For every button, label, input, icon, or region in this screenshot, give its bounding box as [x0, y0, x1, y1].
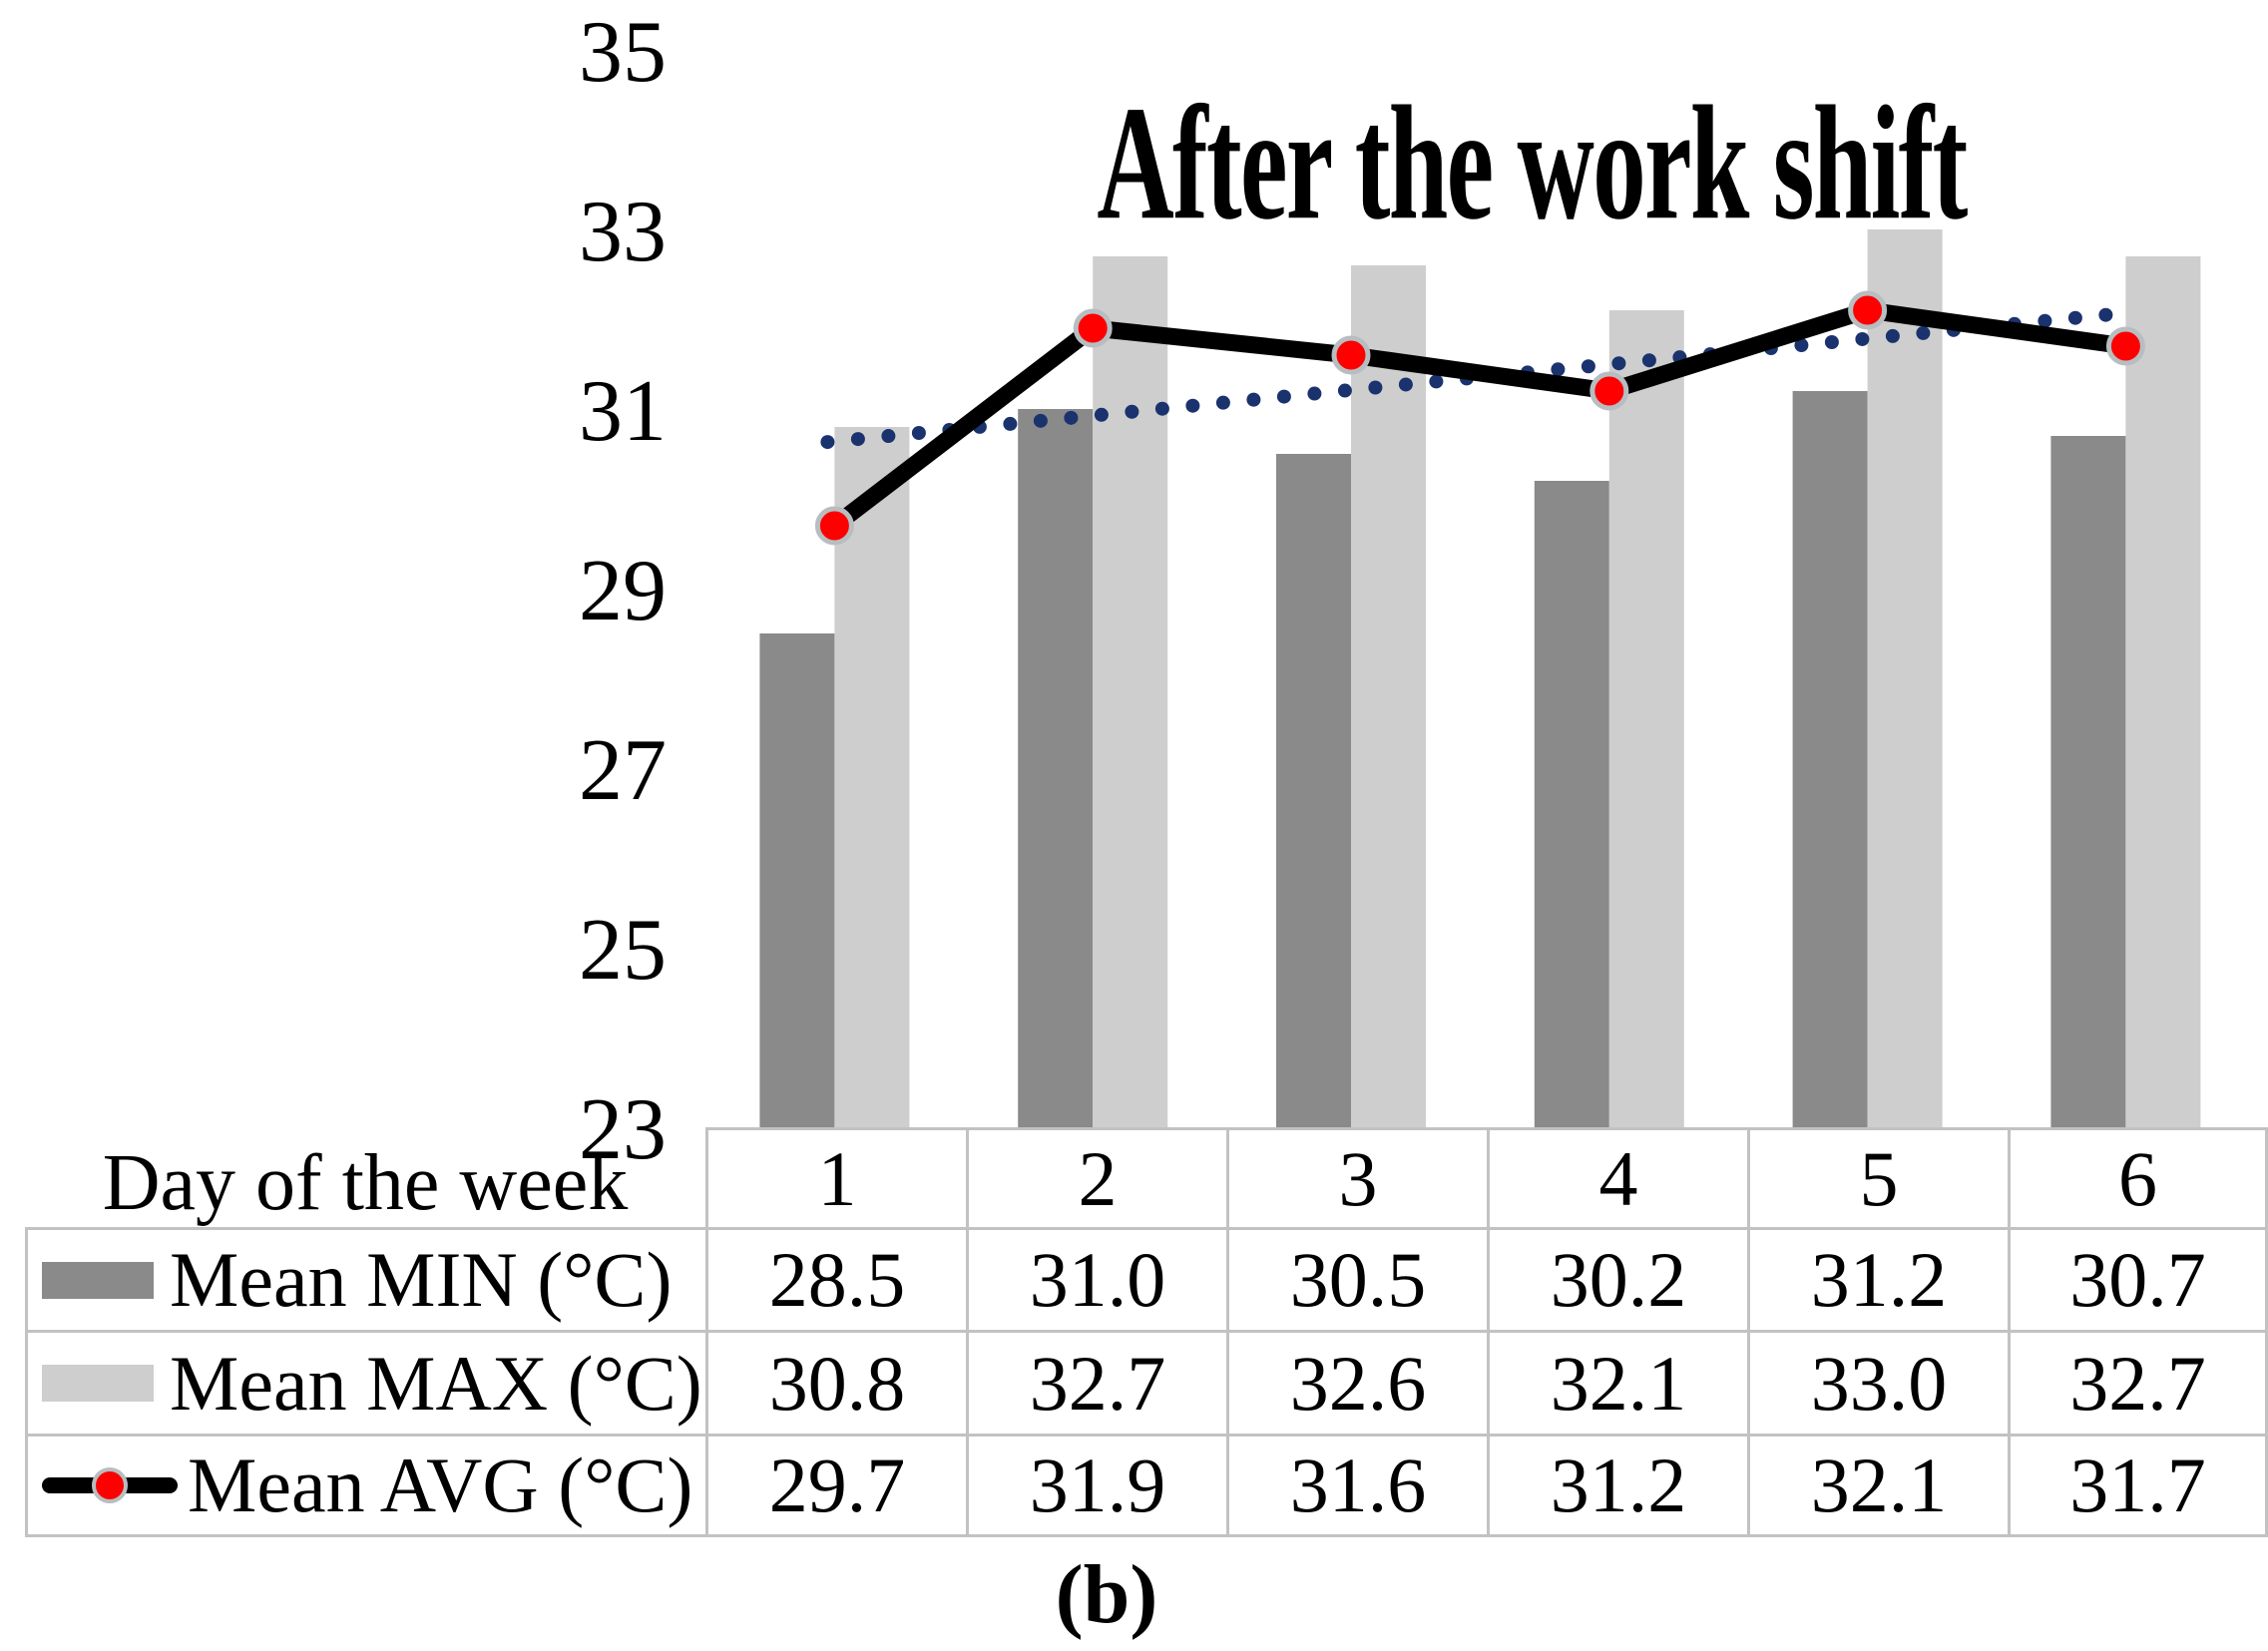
- trendline-dot: [2098, 307, 2113, 322]
- trendline-dot: [1429, 374, 1444, 389]
- legend-label-min: Mean MIN (°C): [170, 1236, 673, 1323]
- table-value-avg: 29.7: [705, 1434, 966, 1537]
- min-bar-swatch-icon: [42, 1261, 154, 1299]
- y-axis-tick-label: 23: [579, 1081, 667, 1178]
- table-value-min: 28.5: [705, 1227, 966, 1330]
- y-axis-tick-label: 33: [579, 184, 667, 280]
- chart-title: After the work shift: [1097, 73, 1968, 254]
- trendline-dot: [1125, 404, 1139, 419]
- trendline-dot: [1033, 413, 1048, 428]
- trendline-dot: [1885, 328, 1900, 343]
- table-value-max: 32.1: [1487, 1330, 1747, 1434]
- trendline-dot: [881, 429, 896, 444]
- bar-mean-min: [1018, 409, 1094, 1127]
- avg-marker: [1589, 371, 1629, 411]
- bar-mean-max: [2125, 256, 2201, 1127]
- bar-mean-max: [1351, 265, 1426, 1127]
- table-value-min: 30.2: [1487, 1227, 1747, 1330]
- bar-mean-max: [1608, 310, 1684, 1127]
- bar-mean-min: [1276, 454, 1351, 1127]
- avg-marker: [814, 506, 854, 546]
- trendline-dot: [1215, 395, 1230, 410]
- trendline-dot: [1398, 377, 1413, 392]
- bar-mean-max: [1867, 229, 1943, 1127]
- day-column-header: 4: [1487, 1127, 1747, 1227]
- data-table: Day of the week 1 2 3 4 5 6 Mean MIN (°C…: [25, 1127, 2268, 1537]
- trendline-dot: [1824, 334, 1839, 349]
- table-value-max: 33.0: [1747, 1330, 2008, 1434]
- trendline-dot: [1794, 338, 1809, 353]
- trendline-dot: [1246, 392, 1261, 407]
- y-axis-tick-label: 29: [579, 543, 667, 639]
- y-axis-tick-label: 25: [579, 902, 667, 999]
- legend-row-max: Mean MAX (°C): [25, 1330, 705, 1434]
- avg-marker: [1331, 335, 1371, 375]
- trendline-dot: [820, 435, 835, 450]
- y-axis-tick-label: 31: [579, 363, 667, 460]
- table-value-min: 30.7: [2008, 1227, 2268, 1330]
- trendline-dot: [1551, 362, 1566, 377]
- x-axis-label-text: Day of the week: [102, 1139, 629, 1227]
- table-value-max: 32.7: [2008, 1330, 2268, 1434]
- table-value-max: 32.6: [1226, 1330, 1487, 1434]
- trendline-dot: [1855, 331, 1870, 346]
- table-value-avg: 32.1: [1747, 1434, 2008, 1537]
- avg-marker: [1848, 290, 1888, 330]
- legend-label-avg: Mean AVG (°C): [188, 1442, 693, 1528]
- trendline-dot: [1307, 386, 1322, 401]
- legend-row-avg: Mean AVG (°C): [25, 1434, 705, 1537]
- avg-marker-glyph: [92, 1467, 128, 1503]
- trendline-dot: [1154, 401, 1169, 416]
- legend-row-min: Mean MIN (°C): [25, 1227, 705, 1330]
- legend-label-max: Mean MAX (°C): [170, 1339, 702, 1427]
- day-column-header: 3: [1226, 1127, 1487, 1227]
- trendline-dot: [1641, 353, 1656, 368]
- bar-mean-max: [1093, 256, 1168, 1127]
- avg-marker: [2105, 326, 2145, 366]
- bar-mean-min: [1792, 391, 1868, 1127]
- day-column-header: 2: [966, 1127, 1226, 1227]
- trendline-dot: [2067, 310, 2082, 325]
- panel-caption: (b): [1055, 1548, 1158, 1641]
- trendline-dot: [1611, 356, 1626, 371]
- avg-line-series: [829, 301, 2127, 533]
- trendline-dot: [1094, 407, 1109, 422]
- trendline-dot: [850, 432, 865, 447]
- trendline-dot: [1064, 410, 1079, 425]
- y-axis-tick-label: 35: [579, 4, 667, 101]
- bar-mean-min: [759, 633, 835, 1127]
- trendline-dot: [1916, 325, 1931, 340]
- trendline-dot: [2038, 313, 2052, 328]
- table-value-avg: 31.7: [2008, 1434, 2268, 1537]
- trendline-dot: [1276, 389, 1291, 404]
- day-column-header: 5: [1747, 1127, 2008, 1227]
- avg-line-swatch-icon: [42, 1465, 178, 1505]
- bar-mean-max: [834, 427, 910, 1127]
- y-axis-tick-label: 27: [579, 722, 667, 819]
- table-value-avg: 31.6: [1226, 1434, 1487, 1537]
- table-value-max: 30.8: [705, 1330, 966, 1434]
- table-value-min: 30.5: [1226, 1227, 1487, 1330]
- trendline-dot: [911, 425, 926, 440]
- trendline-dot: [1003, 416, 1018, 431]
- bar-mean-min: [1534, 481, 1609, 1127]
- bar-mean-min: [2050, 436, 2126, 1127]
- table-value-max: 32.7: [966, 1330, 1226, 1434]
- table-value-min: 31.0: [966, 1227, 1226, 1330]
- trendline-dot: [1581, 359, 1595, 374]
- avg-marker: [1073, 308, 1113, 348]
- day-column-header: 1: [705, 1127, 966, 1227]
- x-axis-label: Day of the week: [25, 1127, 705, 1227]
- table-value-min: 31.2: [1747, 1227, 2008, 1330]
- trendline-dot: [1337, 383, 1352, 398]
- table-value-avg: 31.2: [1487, 1434, 1747, 1537]
- trendline-dot: [1185, 398, 1200, 413]
- day-column-header: 6: [2008, 1127, 2268, 1227]
- table-value-avg: 31.9: [966, 1434, 1226, 1537]
- trendline-dot: [1368, 380, 1383, 395]
- max-bar-swatch-icon: [42, 1365, 154, 1402]
